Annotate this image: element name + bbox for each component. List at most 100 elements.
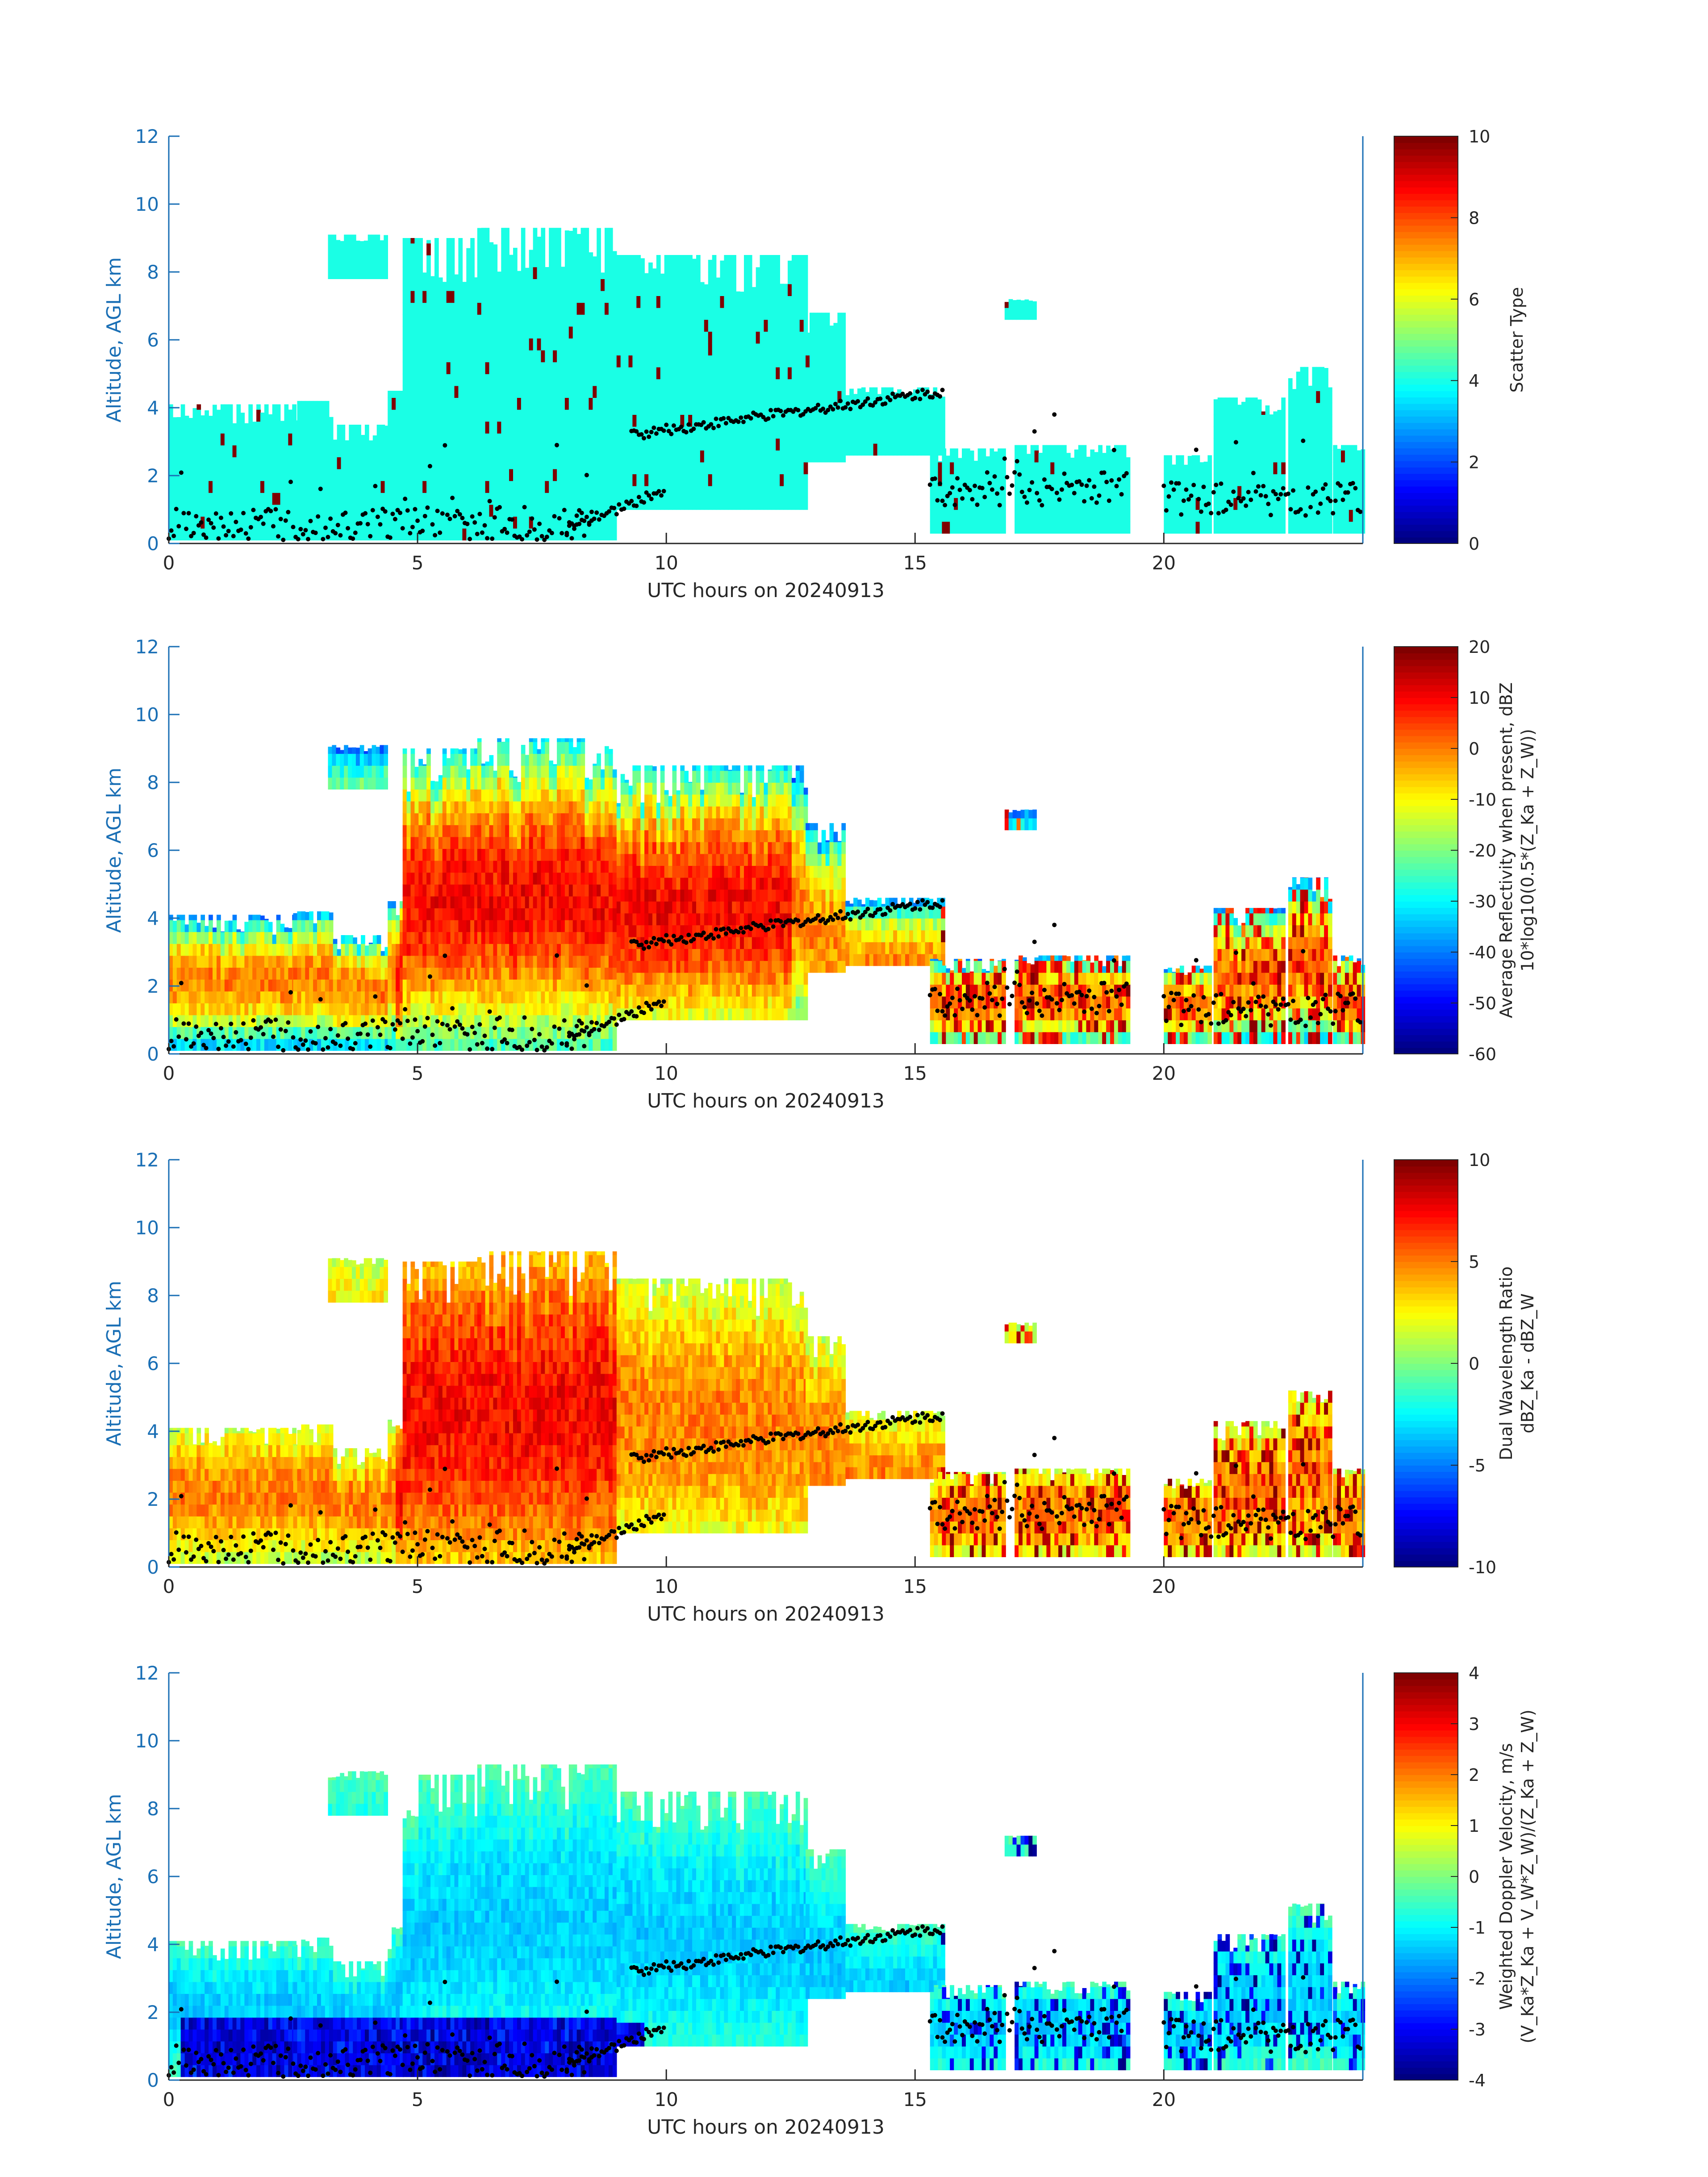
field-cell — [913, 443, 918, 456]
field-cell — [220, 409, 225, 422]
field-cell — [841, 313, 846, 320]
field-cell — [1015, 521, 1019, 534]
field-cell — [934, 510, 939, 522]
field-cell — [224, 433, 229, 446]
cloud-base-dot — [938, 394, 942, 399]
field-cell — [1292, 391, 1297, 403]
field-cell — [1296, 474, 1301, 486]
field-cell — [664, 462, 669, 474]
cloud-base-dot — [838, 398, 843, 403]
field-cell — [1187, 485, 1192, 498]
field-cell — [1328, 521, 1332, 534]
field-cell — [576, 445, 581, 457]
field-cell — [656, 414, 661, 427]
field-cell — [345, 528, 350, 541]
cloud-base-dot — [213, 511, 218, 516]
field-cell — [764, 391, 768, 403]
field-cell — [474, 481, 479, 493]
field-cell — [549, 374, 553, 386]
field-cell — [756, 307, 760, 320]
field-cell — [1292, 426, 1297, 439]
field-cell — [402, 445, 407, 457]
field-cell — [1002, 474, 1006, 486]
field-cell — [585, 385, 589, 398]
cloud-base-dot — [985, 470, 990, 475]
field-cell — [220, 468, 225, 481]
field-cell — [1300, 510, 1305, 522]
field-cell — [184, 932, 189, 944]
field-cell — [430, 276, 435, 279]
field-cell — [180, 481, 185, 493]
field-cell — [601, 350, 605, 363]
field-cell — [489, 279, 494, 291]
field-cell — [593, 326, 597, 338]
field-cell — [672, 296, 677, 308]
field-cell — [1114, 521, 1119, 534]
field-cell — [505, 397, 509, 410]
field-cell — [660, 438, 665, 451]
field-cell — [969, 510, 974, 522]
field-cell — [525, 385, 530, 398]
field-cell — [414, 267, 419, 279]
field-cell — [1090, 521, 1095, 534]
field-cell — [352, 234, 356, 244]
field-cell — [624, 367, 629, 380]
field-cell — [309, 493, 313, 505]
field-cell — [1034, 450, 1039, 463]
field-cell — [264, 493, 269, 505]
field-cell — [1026, 521, 1031, 534]
cloud-base-dot — [435, 509, 440, 514]
field-cell — [406, 481, 411, 493]
field-cell — [442, 433, 447, 446]
colorbar-tick-label: 6 — [1469, 290, 1479, 309]
field-cell — [446, 279, 451, 291]
field-cell — [545, 493, 549, 505]
field-cell — [946, 462, 950, 474]
field-cell — [795, 367, 800, 380]
field-cell — [260, 433, 265, 446]
field-cell — [1032, 307, 1037, 320]
field-cell — [276, 409, 281, 422]
field-cell — [1164, 510, 1168, 522]
field-cell — [1126, 457, 1131, 463]
field-cell — [1074, 450, 1079, 463]
field-cell — [612, 457, 617, 469]
field-cell — [740, 474, 744, 486]
field-cell — [1118, 510, 1123, 522]
field-cell — [597, 481, 601, 493]
field-cell — [521, 302, 526, 315]
field-cell — [724, 284, 729, 296]
field-cell — [521, 255, 526, 267]
field-cell — [297, 516, 302, 529]
field-cell — [1245, 438, 1250, 451]
field-cell — [1008, 299, 1013, 308]
field-cell — [200, 433, 205, 446]
field-cell — [180, 979, 185, 992]
field-cell — [616, 379, 621, 391]
field-cell — [228, 504, 233, 517]
field-cell — [728, 355, 732, 368]
field-cell — [442, 421, 447, 434]
field-cell — [990, 521, 994, 534]
field-cell — [564, 457, 569, 469]
field-cell — [169, 504, 173, 517]
field-cell — [328, 255, 333, 267]
field-cell — [450, 290, 455, 303]
field-cell — [341, 516, 346, 529]
field-cell — [553, 350, 557, 363]
field-cell — [422, 481, 427, 493]
field-cell — [1237, 485, 1242, 498]
field-cell — [1357, 521, 1361, 534]
field-cell — [549, 362, 553, 374]
field-cell — [280, 481, 285, 493]
field-cell — [509, 290, 514, 303]
cloud-base-dot — [1308, 505, 1313, 510]
field-cell — [946, 455, 950, 463]
field-cell — [664, 391, 669, 403]
field-cell — [493, 326, 498, 338]
field-cell — [788, 272, 792, 284]
field-cell — [628, 272, 633, 284]
field-cell — [458, 421, 463, 434]
field-cell — [776, 450, 780, 463]
field-cell — [1042, 450, 1047, 463]
